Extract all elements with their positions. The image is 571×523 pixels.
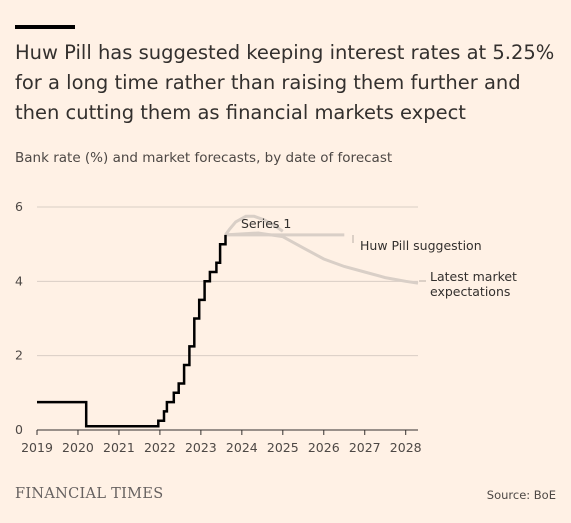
series-line-market [225, 231, 419, 285]
x-tick-label: 2024 [226, 440, 258, 455]
x-tick-label: 2025 [267, 440, 299, 455]
x-tick-label: 2028 [390, 440, 422, 455]
chart-title: Huw Pill has suggested keeping interest … [15, 41, 555, 124]
series-layer [37, 214, 419, 428]
series-label-market: Latest market expectations [430, 269, 517, 299]
chart-subtitle: Bank rate (%) and market forecasts, by d… [15, 150, 393, 166]
series-label-series-1: Series 1 [241, 216, 291, 231]
brand-accent-bar [15, 25, 75, 29]
y-tick-label: 2 [15, 348, 23, 363]
x-tick-label: 2023 [185, 440, 217, 455]
brand-logo: FINANCIAL TIMES [15, 486, 164, 502]
x-tick-label: 2026 [308, 440, 340, 455]
x-tick-label: 2021 [103, 440, 135, 455]
y-tick-label: 6 [15, 199, 23, 214]
label-layer: 0 2 4 6 2019 2020 2021 2022 2023 2024 2025 2026 2027… [15, 199, 517, 455]
x-tick-label: 2020 [62, 440, 94, 455]
x-tick-label: 2027 [349, 440, 381, 455]
series-line-series-1 [224, 214, 284, 236]
series-line-bank-rate [37, 234, 227, 428]
x-tick-label: 2022 [144, 440, 176, 455]
y-tick-label: 0 [15, 422, 23, 437]
x-tick-label: 2019 [21, 440, 53, 455]
y-tick-label: 4 [15, 273, 23, 288]
source-note: Source: BoE [486, 488, 556, 502]
series-label-huw-pill: Huw Pill suggestion [360, 238, 482, 253]
grid-layer [36, 206, 418, 435]
